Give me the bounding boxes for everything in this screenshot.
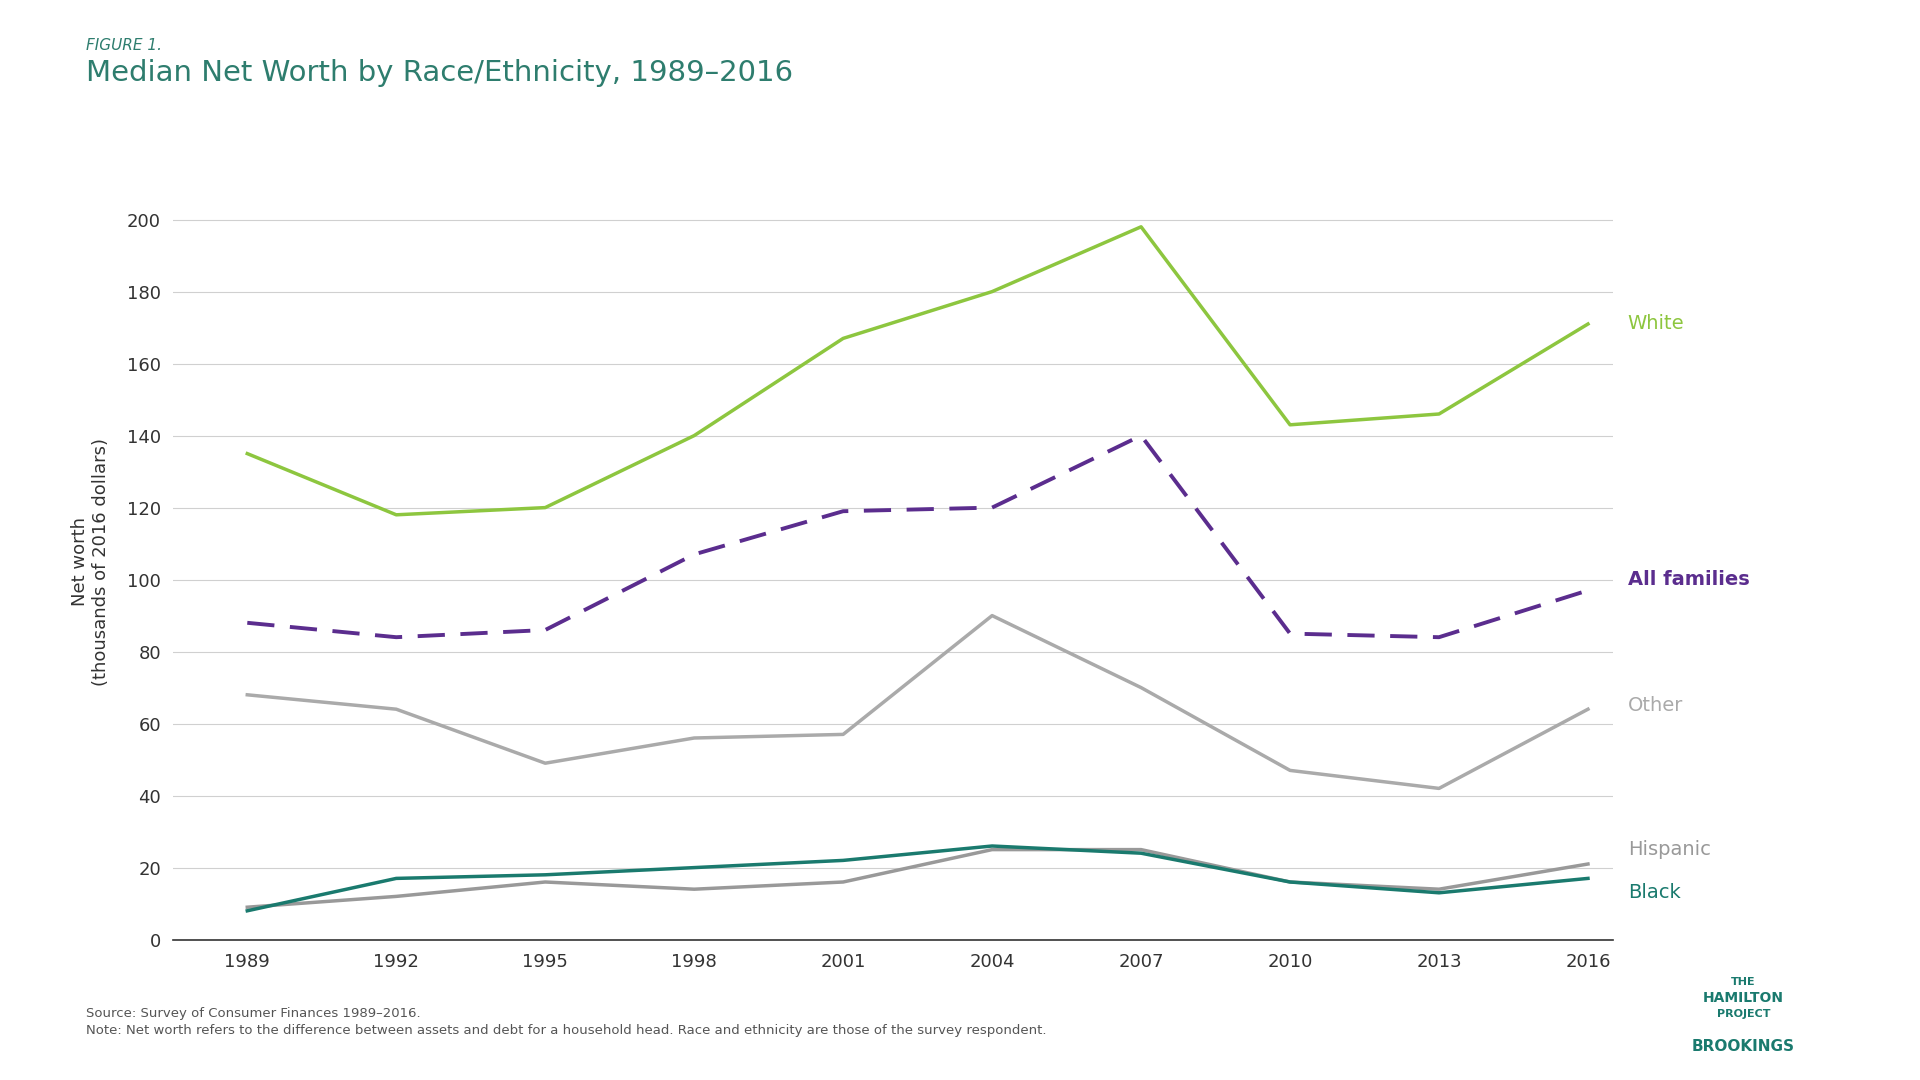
Text: Black: Black <box>1628 883 1680 902</box>
Text: Other: Other <box>1628 697 1684 715</box>
Text: PROJECT: PROJECT <box>1716 1009 1770 1018</box>
Text: Note: Net worth refers to the difference between assets and debt for a household: Note: Net worth refers to the difference… <box>86 1024 1046 1037</box>
Text: BROOKINGS: BROOKINGS <box>1692 1039 1795 1054</box>
Text: Median Net Worth by Race/Ethnicity, 1989–2016: Median Net Worth by Race/Ethnicity, 1989… <box>86 59 793 87</box>
Text: HAMILTON: HAMILTON <box>1703 991 1784 1005</box>
Text: THE: THE <box>1732 977 1755 987</box>
Text: All families: All families <box>1628 570 1749 589</box>
Text: Source: Survey of Consumer Finances 1989–2016.: Source: Survey of Consumer Finances 1989… <box>86 1007 420 1020</box>
Text: Hispanic: Hispanic <box>1628 840 1711 859</box>
Text: White: White <box>1628 314 1684 334</box>
Y-axis label: Net worth
(thousands of 2016 dollars): Net worth (thousands of 2016 dollars) <box>71 437 109 686</box>
Text: FIGURE 1.: FIGURE 1. <box>86 38 163 53</box>
